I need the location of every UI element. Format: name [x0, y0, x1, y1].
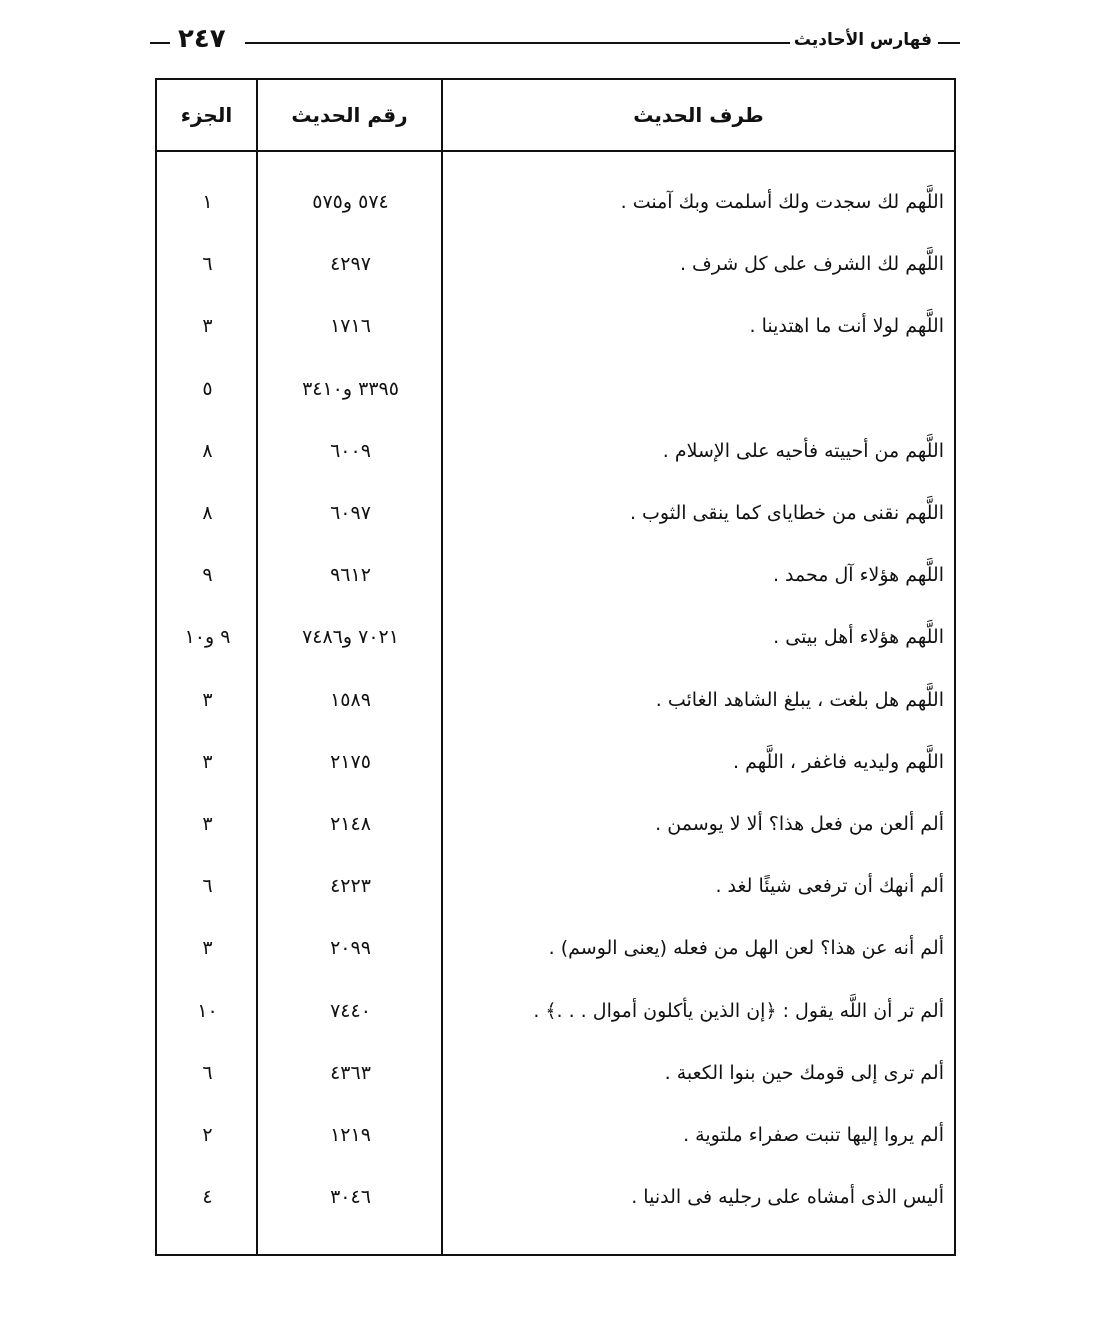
hadith-number: ١٧١٦ [330, 315, 371, 338]
volume: ٣ [202, 750, 213, 773]
hadith-number: ٩٦١٢ [330, 564, 371, 587]
hadith-number: ٢٠٩٩ [330, 937, 371, 960]
volume: ٦ [202, 1061, 213, 1084]
header-dash [150, 42, 170, 44]
hadith-text: اللَّهم هل بلغت ، يبلغ الشاهد الغائب . [655, 688, 944, 711]
hadith-number: ٦٠٩٧ [330, 502, 371, 524]
header-rule [245, 42, 790, 44]
table-row: اللَّهم هؤلاء آل محمد . ٩٦١٢ ٩ [157, 544, 954, 606]
table-row: اللَّهم لك الشرف على كل شرف . ٤٢٩٧ ٦ [157, 233, 954, 295]
hadith-number: ٦٠٠٩ [330, 439, 371, 462]
hadith-number: ٢١٤٨ [330, 813, 371, 835]
volume: ٣ [202, 688, 213, 711]
hadith-number: ١٢١٩ [330, 1124, 371, 1146]
table-row: ألم ألعن من فعل هذا؟ ألا لا يوسمن . ٢١٤٨ ٣ [157, 793, 954, 855]
volume: ٨ [202, 502, 213, 524]
volume: ٨ [202, 439, 213, 462]
hadith-text: اللَّهم لك الشرف على كل شرف . [679, 253, 944, 276]
table-row: اللَّهم لولا أنت ما اهتدينا . ١٧١٦ ٣ [157, 295, 954, 357]
table-row: ألم أنه عن هذا؟ لعن الهل من فعله (يعنى ا… [157, 917, 954, 979]
hadith-text: أليس الذى أمشاه على رجليه فى الدنيا . [631, 1186, 944, 1209]
hadith-index-table: طرف الحديث رقم الحديث الجزء اللَّهم لك س… [155, 78, 956, 1256]
hadith-text: اللَّهم هؤلاء آل محمد . [772, 564, 944, 587]
hadith-number: ٧٤٤٠ [330, 999, 371, 1022]
volume: ٤ [202, 1186, 213, 1209]
header-dash [938, 42, 960, 44]
hadith-number: ٤٢٢٣ [330, 875, 371, 898]
hadith-number: ٣٠٤٦ [330, 1186, 371, 1209]
hadith-text: ألم يروا إليها تنبت صفراء ملتوية . [683, 1124, 944, 1146]
hadith-number: ٥٧٤ و٥٧٥ [312, 191, 389, 213]
column-header-hadith-number: رقم الحديث [291, 103, 408, 127]
hadith-number: ٤٣٦٣ [330, 1061, 371, 1084]
column-header-volume: الجزء [180, 103, 233, 127]
table-row: أليس الذى أمشاه على رجليه فى الدنيا . ٣٠٤… [157, 1166, 954, 1228]
table-row: اللَّهم من أحييته فأحيه على الإسلام . ٦٠٠… [157, 420, 954, 482]
hadith-number: ٧٠٢١ و٧٤٨٦ [302, 626, 399, 649]
volume: ٣ [202, 937, 213, 960]
section-title: فهارس الأحاديث [793, 30, 932, 50]
hadith-number: ١٥٨٩ [330, 688, 371, 711]
page-number: ٢٤٧ [178, 24, 226, 54]
volume: ٥ [202, 377, 213, 400]
table-row: اللَّهم لك سجدت ولك أسلمت وبك آمنت . ٥٧٤ … [157, 171, 954, 233]
table-row: اللَّهم هل بلغت ، يبلغ الشاهد الغائب . ١٥… [157, 669, 954, 731]
hadith-number: ٣٣٩٥ و٣٤١٠ [302, 377, 399, 400]
hadith-text: ألم أنهك أن ترفعى شيئًا لغد . [715, 875, 944, 898]
volume: ٣ [202, 813, 213, 835]
volume: ٦ [202, 875, 213, 898]
volume: ٣ [202, 315, 213, 338]
table-row: اللَّهم هؤلاء أهل بيتى . ٧٠٢١ و٧٤٨٦ ٩ و١٠ [157, 606, 954, 668]
hadith-text: اللَّهم من أحييته فأحيه على الإسلام . [662, 439, 944, 462]
column-divider [256, 80, 258, 1254]
table-row: ألم تر أن اللَّه يقول : ﴿إن الذين يأكلون… [157, 980, 954, 1042]
table-row: اللَّهم نقنى من خطاياى كما ينقى الثوب . ٦… [157, 482, 954, 544]
hadith-text: اللَّهم هؤلاء أهل بيتى . [773, 626, 944, 649]
header-divider [157, 150, 954, 152]
table-row: اللَّهم وليديه فاغفر ، اللَّهم . ٢١٧٥ ٣ [157, 731, 954, 793]
volume: ٦ [202, 253, 213, 276]
table-row: ألم يروا إليها تنبت صفراء ملتوية . ١٢١٩ ٢ [157, 1104, 954, 1166]
volume: ١٠ [197, 999, 218, 1022]
running-header: فهارس الأحاديث ٢٤٧ [150, 24, 960, 58]
hadith-text: اللَّهم وليديه فاغفر ، اللَّهم . [733, 750, 944, 773]
table-row: ألم ترى إلى قومك حين بنوا الكعبة . ٤٣٦٣ ٦ [157, 1042, 954, 1104]
hadith-text: اللَّهم نقنى من خطاياى كما ينقى الثوب . [629, 502, 944, 524]
table-row: ألم أنهك أن ترفعى شيئًا لغد . ٤٢٢٣ ٦ [157, 855, 954, 917]
column-header-hadith-text: طرف الحديث [633, 103, 764, 127]
volume: ١ [202, 191, 213, 213]
hadith-text: اللَّهم لولا أنت ما اهتدينا . [749, 315, 944, 338]
hadith-text: اللَّهم لك سجدت ولك أسلمت وبك آمنت . [620, 191, 944, 213]
volume: ٢ [202, 1124, 213, 1146]
hadith-number: ٤٢٩٧ [330, 253, 371, 276]
hadith-text: ألم تر أن اللَّه يقول : ﴿إن الذين يأكلون… [533, 999, 944, 1022]
column-divider [441, 80, 443, 1254]
volume: ٩ [202, 564, 213, 587]
volume: ٩ و١٠ [184, 626, 231, 649]
hadith-text: ألم أنه عن هذا؟ لعن الهل من فعله (يعنى ا… [548, 937, 944, 960]
hadith-text: ألم ألعن من فعل هذا؟ ألا لا يوسمن . [655, 813, 944, 835]
table-row: ٣٣٩٥ و٣٤١٠ ٥ [157, 358, 954, 420]
hadith-text: ألم ترى إلى قومك حين بنوا الكعبة . [664, 1061, 944, 1084]
hadith-number: ٢١٧٥ [330, 750, 371, 773]
